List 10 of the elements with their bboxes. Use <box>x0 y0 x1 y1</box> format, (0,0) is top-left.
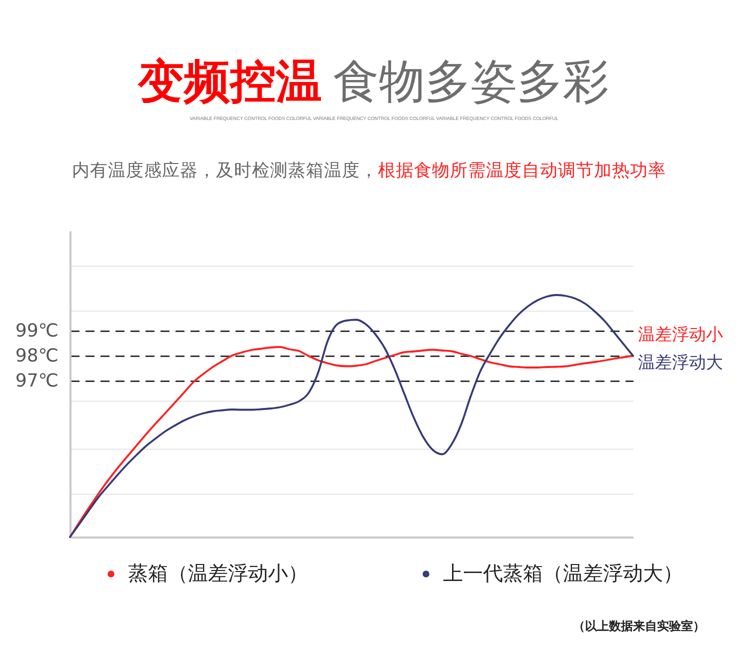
legend-label: 上一代蒸箱（温差浮动大） <box>443 561 683 585</box>
chart-title: 变频控温 食物多姿多彩 <box>137 54 609 108</box>
y-tick-label: 99℃ <box>15 320 58 342</box>
chart-subtitle: 内有温度感应器，及时检测蒸箱温度，根据食物所需温度自动调节加热功率 <box>72 160 666 181</box>
y-tick-label: 97℃ <box>15 370 58 392</box>
text: 温差浮动小 <box>638 325 723 345</box>
text: 温差浮动大 <box>638 353 723 373</box>
legend-label: 蒸箱（温差浮动小） <box>128 561 308 585</box>
y-tick-label: 98℃ <box>15 345 58 366</box>
text: （以上数据来自实验室） <box>573 619 705 633</box>
